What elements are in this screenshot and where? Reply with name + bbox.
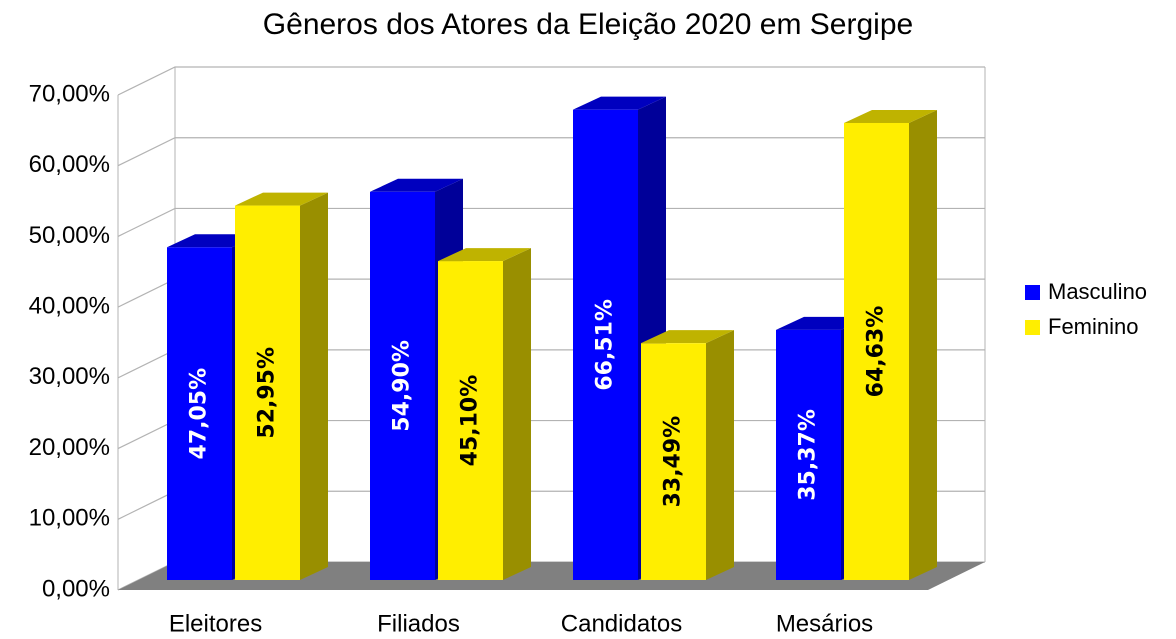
bar xyxy=(167,247,232,580)
value-label: 47,05% xyxy=(187,368,212,460)
floor xyxy=(118,562,985,590)
value-label: 35,37% xyxy=(796,409,821,501)
grid-line xyxy=(117,207,985,237)
y-tick-label: 70,00% xyxy=(29,80,110,107)
bar-top xyxy=(573,96,666,110)
x-tick-label: Candidatos xyxy=(561,610,682,637)
legend-label: Masculino xyxy=(1048,279,1147,304)
bar-top xyxy=(438,248,531,262)
bar xyxy=(776,329,841,580)
x-tick-label: Filiados xyxy=(377,610,460,637)
bar-top xyxy=(641,330,734,344)
y-tick-label: 0,00% xyxy=(42,575,110,602)
bar xyxy=(370,191,435,580)
y-tick-label: 40,00% xyxy=(29,292,110,319)
grid-line xyxy=(117,66,985,96)
y-tick-label: 20,00% xyxy=(29,434,110,461)
value-label: 54,90% xyxy=(390,340,415,432)
legend-swatch xyxy=(1025,285,1040,300)
bar xyxy=(573,109,638,580)
legend-swatch xyxy=(1025,320,1040,335)
value-label: 64,63% xyxy=(864,306,889,398)
y-tick-label: 10,00% xyxy=(29,505,110,532)
value-label: 52,95% xyxy=(255,347,280,439)
x-tick-label: Eleitores xyxy=(169,610,262,637)
y-tick-label: 60,00% xyxy=(29,151,110,178)
chart-title: Gêneros dos Atores da Eleição 2020 em Se… xyxy=(263,8,913,41)
bar-side xyxy=(909,109,937,580)
y-tick-label: 30,00% xyxy=(29,363,110,390)
bar xyxy=(438,261,503,580)
bar xyxy=(641,343,706,580)
grid-line xyxy=(117,137,985,167)
bar xyxy=(844,122,909,580)
legend-label: Feminino xyxy=(1048,314,1138,339)
value-label: 33,49% xyxy=(661,416,686,508)
y-tick-label: 50,00% xyxy=(29,222,110,249)
bar-top xyxy=(844,109,937,123)
bar-side xyxy=(503,248,531,581)
x-tick-label: Mesários xyxy=(776,610,873,637)
value-label: 45,10% xyxy=(458,375,483,467)
bar-side xyxy=(706,330,734,580)
bar xyxy=(235,205,300,580)
bar-top xyxy=(370,178,463,192)
bar-side xyxy=(300,192,328,580)
value-label: 66,51% xyxy=(593,299,618,391)
bar-top xyxy=(235,192,328,206)
